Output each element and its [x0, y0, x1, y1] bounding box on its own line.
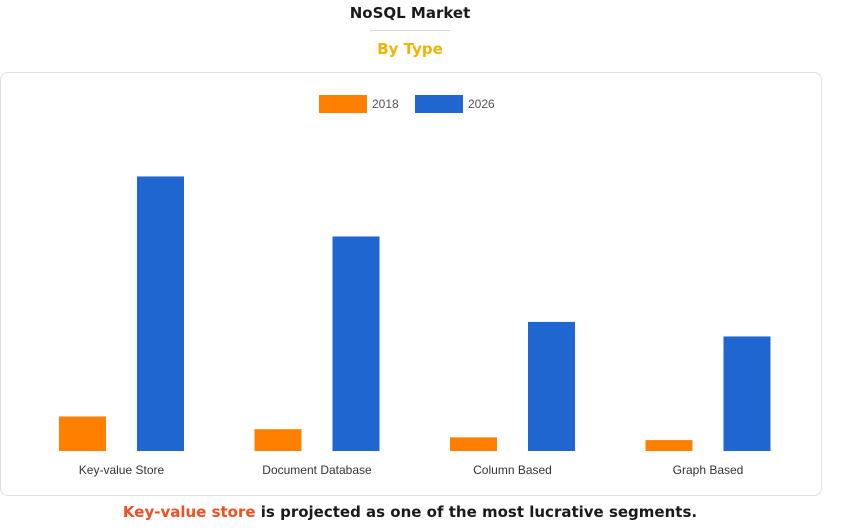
insight-caption: Key-value store is projected as one of t… [0, 503, 820, 521]
x-tick-label: Key-value Store [79, 463, 165, 477]
x-tick-label: Column Based [473, 463, 552, 477]
legend-label-2018: 2018 [372, 97, 399, 111]
bar-2018-column-based [450, 437, 497, 451]
legend-label-2026: 2026 [468, 97, 495, 111]
legend-swatch-2026 [415, 95, 463, 113]
bar-chart: 2018 2026 Key-value Store Document Database… [59, 95, 771, 477]
bar-2026-document-database [332, 236, 380, 451]
bar-2026-key-value-store [137, 176, 184, 452]
caption-highlight: Key-value store [122, 503, 256, 521]
chart-panel: 2018 2026 Key-value Store Document Database… [0, 72, 822, 496]
bar-2018-graph-based [645, 440, 693, 451]
bar-2018-document-database [254, 429, 302, 451]
chart-title: NoSQL Market [349, 4, 471, 22]
chart-subtitle: By Type [377, 40, 443, 58]
bar-2018-key-value-store [59, 416, 106, 451]
legend-swatch-2018 [319, 95, 367, 113]
x-tick-label: Graph Based [673, 463, 744, 477]
bar-2026-column-based [528, 321, 575, 451]
title-divider [370, 30, 450, 31]
x-tick-label: Document Database [262, 463, 372, 477]
caption-text: is projected as one of the most lucrativ… [255, 503, 698, 521]
bar-2026-graph-based [723, 336, 771, 451]
